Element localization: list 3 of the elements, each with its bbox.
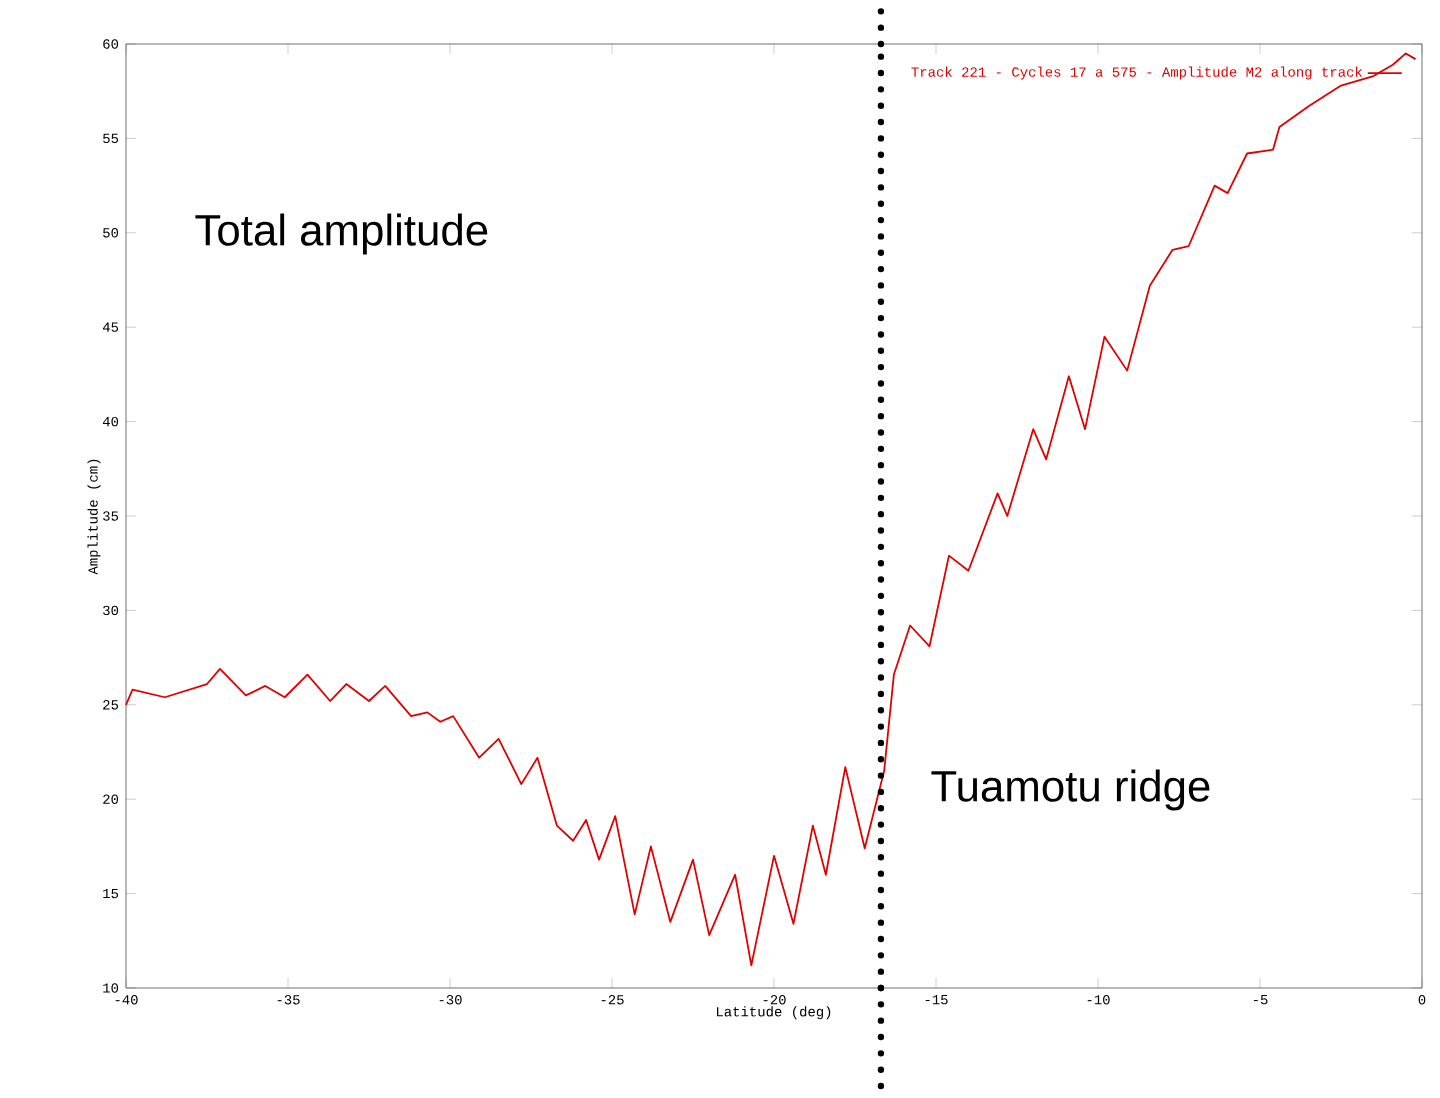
annotation: Tuamotu ridge [931, 769, 1210, 811]
line-series [125, 52, 1417, 967]
annotation: Total amplitude [195, 213, 488, 255]
